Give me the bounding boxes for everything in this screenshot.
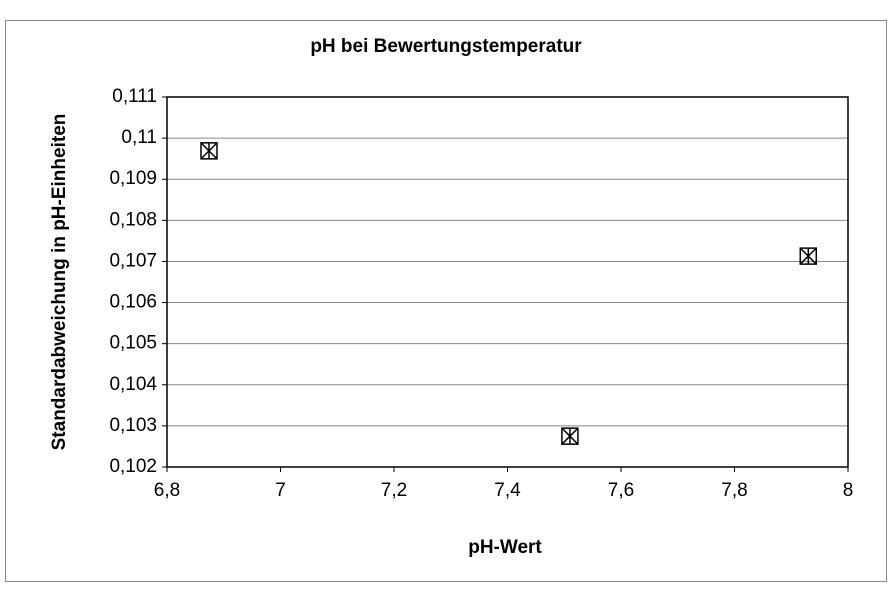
y-axis-label: Standardabweichung in pH-Einheiten [49,114,70,451]
x-tick-label: 7,6 [608,480,634,501]
y-tick-label: 0,103 [109,415,157,436]
x-tick-label: 7,4 [494,480,521,501]
y-tick-label: 0,107 [109,250,157,271]
x-tick-label: 7 [275,480,286,501]
point [561,427,579,445]
chart-title: pH bei Bewertungstemperatur [310,36,582,57]
chart-border [5,20,887,582]
y-tick-label: 0,106 [109,292,157,313]
x-tick-label: 7,2 [381,480,407,501]
y-tick-label: 0,102 [109,456,157,477]
y-tick-label: 0,111 [112,86,157,107]
y-tick-label: 0,104 [109,374,157,395]
point [799,247,818,265]
point [200,142,218,160]
x-tick-label: 6,8 [154,480,180,501]
x-tick-label: 7,8 [721,480,747,501]
x-axis-label: pH-Wert [468,537,542,558]
y-tick-label: 0,105 [109,333,157,354]
x-tick-label: 8 [843,480,854,501]
plot-area [166,96,849,468]
y-tick-label: 0,11 [121,127,157,148]
y-tick-label: 0,109 [109,168,157,189]
y-tick-label: 0,108 [109,209,157,230]
